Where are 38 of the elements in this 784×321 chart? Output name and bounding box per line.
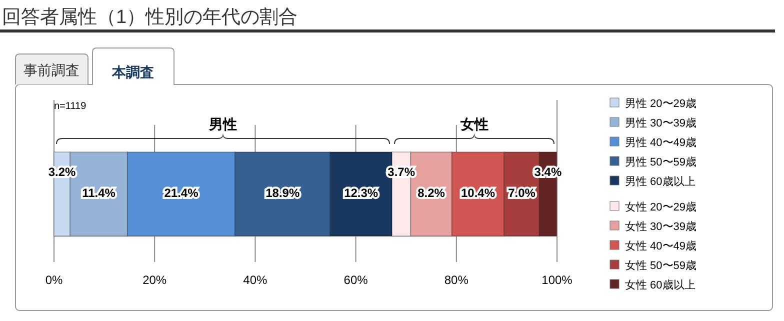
text: 男性 xyxy=(208,116,238,132)
legend-label: 女性 30〜39歳 xyxy=(625,220,697,233)
x-tick-label: 60% xyxy=(344,273,368,287)
legend-label: 男性 50〜59歳 xyxy=(625,156,697,168)
tab: 事前調査 xyxy=(15,54,88,85)
legend-item: 男性 40〜49歳 xyxy=(610,136,697,149)
legend-item: 男性 50〜59歳 xyxy=(610,156,697,168)
legend-item: 女性 30〜39歳 xyxy=(610,220,697,233)
tab: 本調査 xyxy=(92,48,174,86)
x-tick-label: 0% xyxy=(45,273,63,287)
legend-label: 女性 60歳以上 xyxy=(625,278,696,292)
data-label: 18.9% xyxy=(266,186,300,200)
x-tick-label: 40% xyxy=(243,273,268,287)
text: 女性 xyxy=(459,116,488,132)
data-label: 21.4% xyxy=(164,186,199,200)
legend-item: 女性 20〜29歳 xyxy=(610,201,697,214)
data-label: 12.3% xyxy=(344,186,378,200)
data-label: 11.4% xyxy=(82,186,116,200)
text: n=1119 xyxy=(54,101,87,112)
legend-label: 女性 40〜49歳 xyxy=(625,240,697,252)
legend-label: 男性 30〜39歳 xyxy=(625,116,697,130)
legend-item: 男性 30〜39歳 xyxy=(610,117,697,130)
title: 回答者属性（1）性別の年代の割合 xyxy=(2,7,298,28)
legend-label: 女性 20〜29歳 xyxy=(625,200,697,214)
data-label: 8.2% xyxy=(418,186,446,200)
legend-label: 男性 60歳以上 xyxy=(625,175,696,188)
legend-item: 男性 20〜29歳 xyxy=(610,98,697,110)
data-label: 7.0% xyxy=(508,186,536,200)
x-tick-label: 100% xyxy=(542,273,573,287)
data-label: 10.4% xyxy=(461,186,496,200)
x-tick-label: 80% xyxy=(444,273,469,287)
legend-item: 女性 60歳以上 xyxy=(610,279,696,292)
legend-label: 女性 50〜59歳 xyxy=(625,259,697,272)
legend-item: 女性 50〜59歳 xyxy=(610,260,697,272)
x-tick-label: 20% xyxy=(142,273,167,287)
legend-item: 女性 40〜49歳 xyxy=(610,240,697,252)
legend-label: 男性 20〜29歳 xyxy=(625,97,697,110)
legend-item: 男性 60歳以上 xyxy=(610,176,696,188)
